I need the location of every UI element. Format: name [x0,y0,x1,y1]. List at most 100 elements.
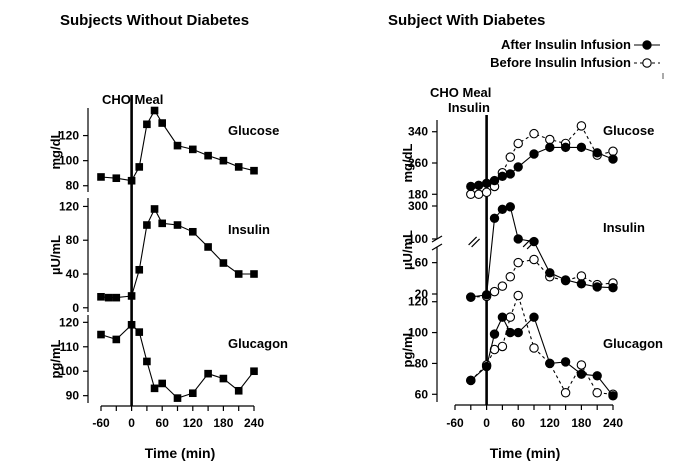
y-tick-label: 80 [66,233,80,247]
data-point [608,391,618,401]
data-point [189,145,197,154]
data-point [135,328,144,336]
data-point [173,221,182,229]
data-point [466,292,476,302]
legend-after-marker [642,40,652,50]
meal-label-right: CHO Meal [430,85,491,100]
data-point [576,121,587,131]
data-point [143,357,151,366]
data-point [529,236,539,247]
legend-before-marker [642,58,652,68]
data-point [127,176,136,185]
data-point [608,154,618,164]
data-point [112,174,121,183]
legend-before-label: Before Insulin Infusion [490,55,631,70]
data-point [529,312,539,322]
x-tick-label: 180 [213,416,233,430]
y-tick-label: 100 [59,364,79,378]
y-tick-label: 120 [59,199,79,213]
panel-insulin: 20 60 100 300 µU/mL Insulin [400,199,645,302]
panel-label: Insulin [603,220,645,235]
y-tick-label: 300 [408,199,428,213]
data-point [112,293,121,302]
y-tick-label: 80 [415,356,429,370]
data-point [127,320,136,329]
data-point [150,384,159,393]
y-axis-label: mg/dL [400,143,415,182]
data-point [173,394,182,402]
data-point [481,361,492,372]
data-point [474,180,484,190]
data-point [234,386,243,395]
data-point [489,175,500,186]
data-point [481,290,492,300]
data-point [158,379,166,388]
data-point [234,270,243,278]
data-point [592,148,602,158]
y-tick-label: 100 [408,232,428,246]
data-point [234,163,243,171]
y-tick-label: 110 [60,340,80,354]
data-point [143,120,151,129]
data-point [497,341,508,352]
chart-with-diabetes: -60 0 60 120 180 240180260340mg/dLGlucose2060… [400,115,663,430]
panel-insulin: 0 40 80 120 µU/mL Insulin [48,198,270,315]
y-tick-label: 180 [408,187,428,201]
data-point [513,138,523,149]
data-point [481,187,492,198]
y-tick-label: 60 [415,256,429,270]
x-tick-label: 120 [540,416,560,430]
series-break-mark [471,238,481,248]
y-axis-label: mg/dL [48,130,63,169]
series-break-mark [468,236,478,246]
data-point [112,335,121,344]
y-tick-label: 120 [408,295,428,309]
x-axis-title-left: Time (min) [145,445,216,461]
data-point [250,270,258,278]
data-point [592,371,602,381]
data-point [497,171,508,181]
data-point [173,141,182,150]
x-tick-label: 0 [483,416,490,430]
data-point [608,146,618,157]
x-tick-label: -60 [92,416,110,430]
data-point [560,357,571,367]
y-axis-label: pg/mL [48,339,63,378]
data-point [135,265,144,274]
data-point [97,173,105,181]
data-point [489,329,500,339]
panel-glucagon: 90 100 110 120 pg/mL Glucagon [48,315,288,403]
data-point [513,257,523,268]
data-point [529,343,539,353]
panel-glucagon: 60 80 100 120 pg/mL Glucagon [400,290,663,402]
y-tick-label: 90 [66,389,80,403]
data-point [576,142,587,153]
data-point [513,290,523,301]
x-tick-label: 240 [603,416,623,430]
data-point [158,219,166,228]
data-point [513,327,523,338]
data-point [545,358,555,369]
left-title: Subjects Without Diabetes [60,12,249,29]
data-point [250,166,258,175]
y-tick-label: 100 [408,326,428,340]
data-point [576,279,587,289]
data-point [545,268,555,278]
data-point [466,181,476,192]
data-point [135,163,144,171]
data-point [505,202,515,212]
data-point [189,389,197,398]
data-point [529,149,539,159]
data-point [576,271,587,281]
y-axis-label: pg/mL [400,328,415,367]
data-point [204,151,212,160]
data-point [505,272,516,282]
data-point [466,189,476,200]
data-point [219,259,228,267]
x-tick-label: 240 [244,416,264,430]
data-point [505,312,516,322]
y-tick-label: 0 [72,301,79,315]
data-point [219,156,228,165]
data-point [219,374,228,383]
